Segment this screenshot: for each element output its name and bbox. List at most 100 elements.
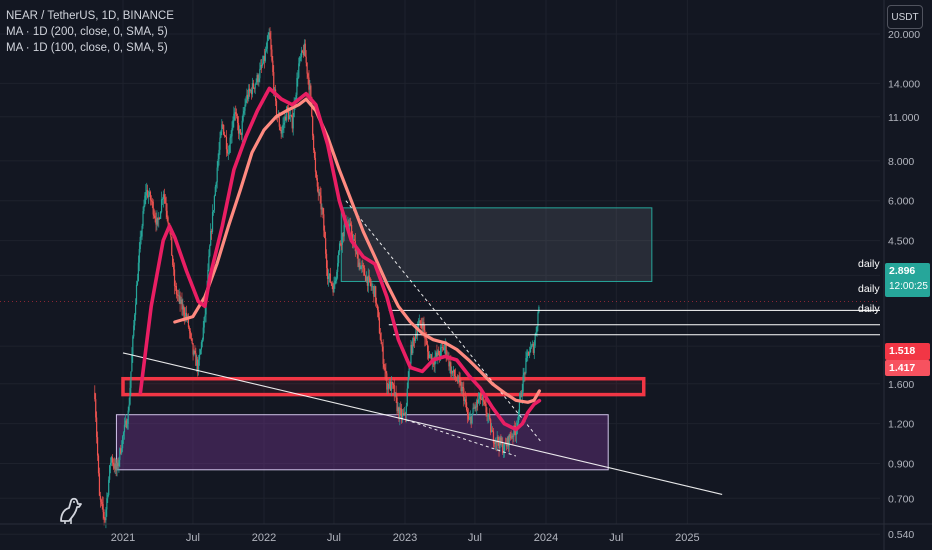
candle-body [461, 386, 463, 392]
candle-body [419, 320, 421, 324]
candle-body [400, 408, 402, 410]
candle-body [303, 43, 305, 55]
candle-body [171, 236, 173, 256]
y-tick-label: 20.000 [888, 29, 920, 41]
ma-100-legend[interactable]: MA · 1D (100, close, 0, SMA, 5) [6, 42, 168, 54]
candle-body [246, 94, 248, 101]
y-tick-label: 4.500 [888, 236, 914, 248]
candle-body [443, 347, 445, 351]
candle-body [195, 352, 197, 366]
candle-body [358, 262, 360, 268]
candle-body [300, 56, 302, 58]
candle-body [156, 217, 158, 225]
chart-legend: NEAR / TetherUS, 1D, BINANCE MA · 1D (20… [6, 8, 174, 56]
candle-body [316, 178, 318, 187]
candle-body [471, 413, 473, 424]
candle-body [379, 333, 381, 340]
candle-body [408, 365, 410, 378]
candle-body [161, 198, 164, 200]
candle-body [175, 286, 177, 295]
candle-body [243, 110, 245, 114]
candle-body [290, 115, 292, 116]
candle-body [182, 306, 184, 310]
candle-body [491, 430, 494, 432]
candle-body [442, 347, 444, 351]
candle-body [163, 194, 165, 198]
candle-body [343, 225, 345, 237]
candle-body [238, 129, 241, 134]
candle-body [456, 380, 458, 382]
candle-body [234, 112, 236, 114]
candle-body [244, 104, 246, 111]
candle-body [143, 205, 145, 212]
candle-body [452, 369, 455, 373]
candle-body [147, 195, 150, 198]
candle-body [487, 415, 489, 417]
currency-button[interactable]: USDT [887, 5, 923, 29]
ma-200-legend[interactable]: MA · 1D (200, close, 0, SMA, 5) [6, 26, 168, 38]
x-tick-label: Jul [327, 532, 341, 544]
candle-body [285, 116, 287, 121]
candle-body [301, 50, 304, 52]
candle-body [159, 217, 161, 219]
tradingview-logo-icon[interactable] [55, 495, 89, 525]
candle-body [463, 388, 465, 401]
candle-body [313, 149, 316, 158]
candle-body [307, 73, 309, 78]
candle-body [185, 312, 187, 318]
candle-body [314, 157, 317, 172]
candle-body [219, 137, 221, 150]
candle-body [496, 436, 498, 443]
y-tick-label: 1.200 [888, 419, 914, 431]
daily-label-1: daily [858, 258, 880, 270]
candle-body [480, 399, 483, 401]
candle-body [440, 347, 442, 357]
candle-body [455, 378, 457, 381]
candle-body [499, 437, 501, 449]
candle-body [282, 124, 284, 130]
candle-body [299, 57, 301, 64]
long-trendline [122, 352, 723, 495]
candle-body [217, 159, 219, 168]
candle-body [110, 457, 113, 463]
candle-body [342, 232, 344, 237]
candle-body [508, 434, 510, 447]
candle-body [123, 424, 126, 433]
symbol-title[interactable]: NEAR / TetherUS, 1D, BINANCE [6, 10, 174, 22]
candle-body [99, 495, 101, 500]
candle-body [225, 136, 228, 150]
candle-body [507, 437, 509, 447]
candle-body [122, 432, 125, 437]
candle-body [348, 224, 350, 227]
candle-body [233, 113, 235, 121]
candle-body [126, 423, 128, 428]
candle-body [251, 83, 254, 95]
candle-body [435, 352, 437, 358]
candle-body [96, 437, 99, 456]
candle-body [199, 349, 202, 355]
candle-body [172, 255, 174, 266]
candle-body [283, 122, 285, 125]
candle-body [103, 511, 105, 519]
x-tick-label: 2025 [675, 532, 699, 544]
candle-body [371, 286, 373, 288]
candle-body [198, 354, 201, 360]
candle-body [296, 78, 298, 95]
candle-body [340, 244, 343, 246]
candle-body [337, 263, 339, 272]
candle-body [356, 250, 358, 255]
candle-body [472, 407, 474, 414]
drawings [122, 200, 880, 495]
candle-body [414, 334, 417, 341]
candle-body [170, 230, 172, 237]
candle-body [462, 386, 464, 389]
candle-body [134, 314, 136, 326]
candle-body [339, 243, 342, 245]
candle-body [535, 332, 537, 336]
candle-body [118, 460, 120, 467]
candle-body [430, 354, 432, 363]
candle-body [445, 342, 447, 355]
candle-body [450, 362, 452, 374]
candle-body [440, 346, 443, 348]
